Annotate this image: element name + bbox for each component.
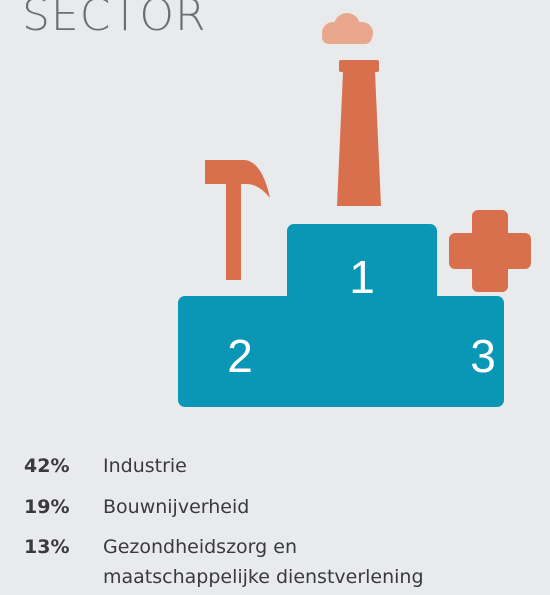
- podium: [178, 224, 504, 407]
- hammer-icon: [205, 160, 270, 280]
- smoke-icon: [322, 13, 373, 44]
- sector-label: Gezondheidszorg en: [103, 536, 297, 558]
- chimney-icon: [337, 60, 381, 206]
- cross-icon: [449, 210, 531, 292]
- percent: 13%: [24, 536, 69, 558]
- percent: 19%: [24, 496, 69, 518]
- sector-label: Industrie: [103, 455, 187, 477]
- title: SECTOR: [22, 0, 207, 41]
- percent: 42%: [24, 455, 69, 477]
- sector-label: maatschappelijke dienstverlening: [103, 566, 424, 588]
- rank-2: 2: [227, 330, 253, 382]
- rank-1: 1: [349, 251, 375, 303]
- rank-3: 3: [470, 330, 496, 382]
- sector-label: Bouwnijverheid: [103, 496, 249, 518]
